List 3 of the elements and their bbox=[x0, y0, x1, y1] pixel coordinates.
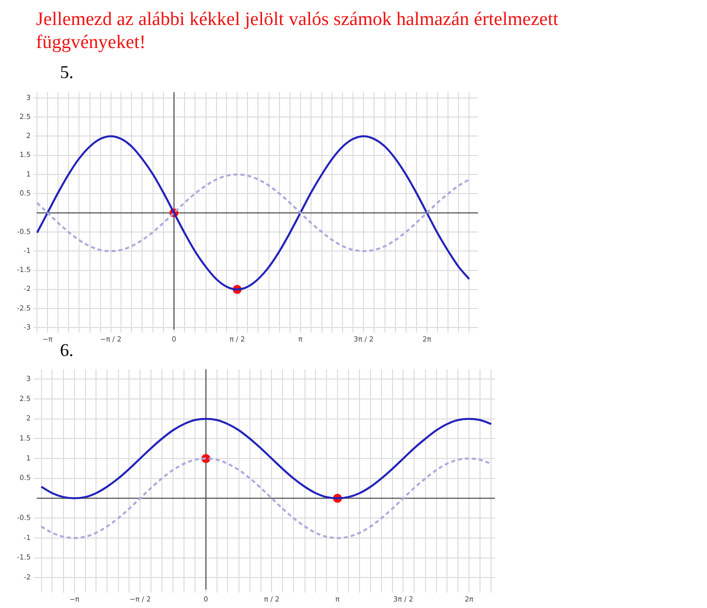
chart-title: Jellemezd az alábbi kékkel jelölt valós számok halmazán értelmezett függvényeket! bbox=[36, 8, 560, 54]
chart-title: 6. bbox=[60, 340, 74, 361]
chart-subtitle: 5. bbox=[60, 62, 74, 83]
